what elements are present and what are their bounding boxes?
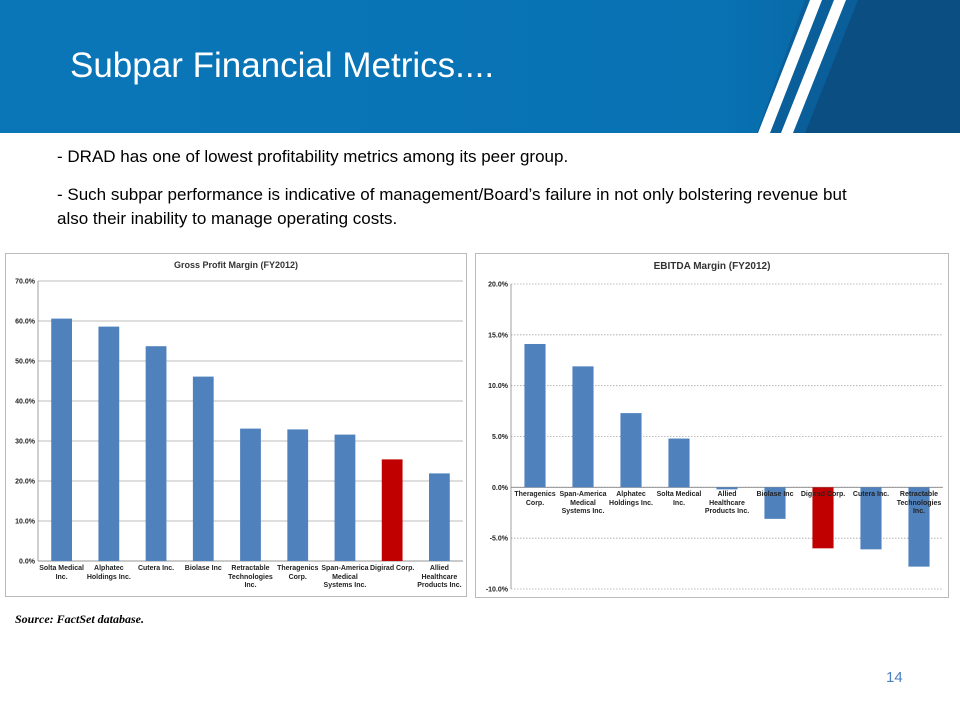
bar (524, 343, 546, 488)
y-tick-label: 15.0% (488, 332, 509, 339)
bar (572, 366, 594, 488)
y-tick-label: 70.0% (15, 279, 36, 286)
bar (908, 487, 930, 567)
y-tick-label: 0.0% (19, 559, 36, 566)
bullet: - DRAD has one of lowest profitability m… (57, 147, 569, 166)
x-tick-label: Biolase Inc (756, 491, 794, 499)
bar (620, 413, 642, 488)
bar (287, 429, 309, 561)
x-tick-label: Cutera Inc. (137, 565, 175, 572)
bar (429, 473, 450, 561)
x-tick-label: Theragenics Corp. (514, 491, 556, 507)
y-tick-label: 10.0% (488, 383, 509, 390)
bar (51, 318, 72, 561)
x-tick-label: Span-America Medical Systems Inc. (559, 491, 607, 516)
y-tick-label: 60.0% (15, 319, 36, 326)
bar (812, 487, 834, 549)
x-tick-label: Digirad Corp. (800, 491, 846, 499)
x-tick-label: Digirad Corp. (369, 565, 415, 572)
header-band (0, 0, 960, 133)
x-tick-label: Span-America Medical Systems Inc. (321, 565, 369, 589)
slide-title: Subpar Financial Metrics.... (70, 46, 495, 85)
chart-title: EBITDA Margin (FY2012) (653, 261, 771, 272)
chart-plot: -10.0% -5.0% 0.0% 5.0% 10.0% 15.0% 20.0% (486, 282, 943, 594)
y-tick-label: -10.0% (486, 587, 509, 594)
x-tick-label: Alphatec Holdings Inc. (86, 565, 131, 581)
chart: -10.0% -5.0% 0.0% 5.0% 10.0% 15.0% 20.0% EBITDA… (475, 253, 949, 598)
x-tick-label: Biolase Inc (184, 565, 222, 572)
bar (860, 487, 882, 550)
x-tick-label: Retractable Technologies Inc. (228, 565, 273, 589)
x-tick-label: Solta Medical Inc. (656, 491, 702, 507)
bar (716, 487, 738, 490)
y-tick-label: -5.0% (490, 536, 509, 543)
x-tick-label: Retractable Technologies Inc. (896, 491, 942, 516)
bullet: - Such subpar performance is indicative … (57, 185, 847, 228)
x-tick-label: Allied Healthcare Products Inc. (417, 565, 462, 589)
bar (98, 326, 120, 561)
x-tick-label: Cutera Inc. (852, 491, 890, 499)
bar (240, 428, 261, 561)
y-tick-label: 20.0% (15, 479, 36, 486)
source-note: Source: FactSet database. (15, 612, 144, 626)
x-tick-label: Solta Medical Inc. (39, 565, 84, 581)
y-tick-label: 5.0% (492, 434, 509, 441)
y-tick-label: 10.0% (15, 519, 36, 526)
chart: 0.0% 10.0% 20.0% 30.0% 40.0% 50.0% 60.0% 70.0% G… (5, 253, 467, 597)
page-number: 14 (886, 669, 903, 686)
y-tick-label: 50.0% (15, 359, 36, 366)
bar (145, 346, 167, 561)
x-tick-label: Theragenics Corp. (277, 565, 319, 581)
x-tick-label: Alphatec Holdings Inc. (609, 491, 653, 507)
y-tick-label: 40.0% (15, 399, 36, 406)
y-tick-label: 20.0% (488, 282, 509, 289)
x-tick-label: Allied Healthcare Products Inc. (704, 491, 750, 516)
bar (764, 487, 786, 519)
bar (192, 376, 214, 561)
bar (668, 438, 690, 488)
chart-plot: 0.0% 10.0% 20.0% 30.0% 40.0% 50.0% 60.0% 70.0% (15, 279, 463, 566)
bar (334, 434, 356, 561)
bar (381, 459, 403, 561)
y-tick-label: 30.0% (15, 439, 36, 446)
y-tick-label: 0.0% (492, 485, 509, 492)
chart-title: Gross Profit Margin (FY2012) (173, 260, 299, 270)
